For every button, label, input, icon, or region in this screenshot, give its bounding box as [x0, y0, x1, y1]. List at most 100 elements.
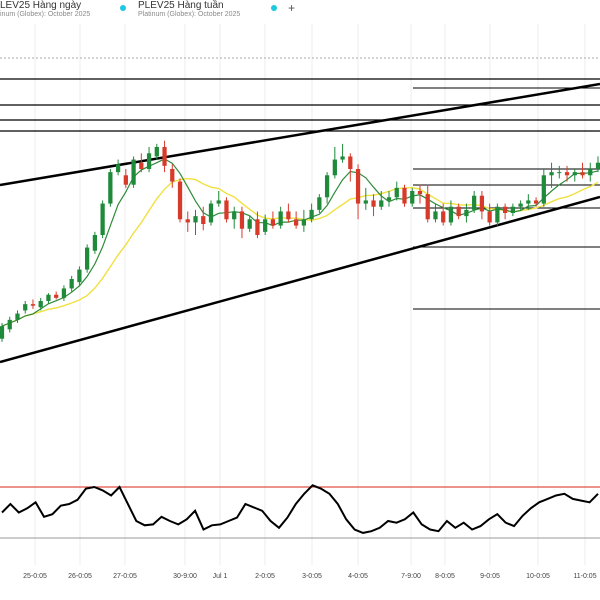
- candle-up: [154, 147, 159, 157]
- x-tick-label: 4-0:05: [348, 573, 368, 580]
- candle-down: [487, 211, 492, 223]
- add-symbol-icon[interactable]: +: [288, 1, 296, 15]
- candle-up: [85, 247, 90, 270]
- x-tick-label: 11-0:05: [573, 573, 596, 580]
- candle-up: [216, 200, 221, 204]
- candle-up: [301, 219, 306, 226]
- legend-weekly-title: PLEV25 Hàng tuần: [138, 0, 224, 11]
- candle-down: [185, 219, 190, 223]
- candle-up: [448, 206, 454, 223]
- candle-up: [324, 175, 330, 198]
- candle-up: [193, 216, 198, 223]
- x-axis-labels: 25-0:05 26-0:05 27-0:05 30-9:00 Jul 1 2-0:05 3…: [23, 573, 597, 580]
- candle-up: [526, 200, 531, 204]
- candle-up: [410, 191, 415, 204]
- upper-trendline: [0, 82, 600, 187]
- candle-up: [100, 203, 105, 235]
- candle-up: [146, 153, 152, 169]
- candle-up: [332, 159, 337, 176]
- candle-up: [549, 172, 554, 176]
- candle-up: [0, 326, 5, 339]
- candle-down: [533, 200, 539, 204]
- slow-moving-average: [1, 177, 599, 327]
- x-tick-label: Jul 1: [213, 573, 228, 580]
- candle-up: [541, 175, 546, 204]
- candle-down: [54, 294, 59, 298]
- candle-up: [46, 294, 51, 301]
- candle-up: [595, 162, 600, 169]
- candle-up: [317, 197, 322, 210]
- candle-up: [363, 200, 368, 204]
- candle-down: [425, 194, 430, 220]
- candle-down: [224, 200, 229, 220]
- candle-up: [379, 200, 384, 207]
- legend-daily-title: LEV25 Hàng ngày: [0, 0, 82, 11]
- fast-moving-average: [1, 158, 599, 327]
- horizontal-levels: [0, 78, 600, 310]
- candle-down: [355, 169, 361, 204]
- legend-daily-series[interactable]: LEV25 Hàng ngày inum (Globex): October 2…: [0, 0, 90, 18]
- candle-up: [386, 197, 392, 201]
- candle-down: [371, 200, 376, 207]
- candlesticks: [0, 140, 600, 342]
- x-tick-label: 8-0:05: [435, 573, 455, 580]
- candle-down: [255, 219, 260, 235]
- candle-up: [433, 211, 438, 220]
- oscillator-line: [1, 484, 599, 534]
- candle-up: [309, 209, 314, 220]
- candle-down: [456, 206, 461, 217]
- candle-up: [518, 203, 523, 207]
- oscillator-panel: [0, 484, 600, 539]
- candle-down: [294, 219, 299, 226]
- candle-down: [479, 195, 485, 212]
- candle-down: [417, 191, 423, 195]
- x-tick-label: 10-0:05: [526, 573, 550, 580]
- legend-extra-dot-icon: [271, 5, 277, 11]
- grid-lines: [34, 24, 586, 565]
- candle-down: [441, 211, 446, 223]
- candle-down: [286, 211, 291, 220]
- candle-up: [115, 164, 121, 173]
- candle-down: [580, 172, 585, 176]
- candle-down: [502, 206, 508, 213]
- legend-weekly-subtitle: Platinum (Globex): October 2025: [138, 11, 241, 18]
- legend-daily-subtitle: inum (Globex): October 2025: [0, 11, 91, 18]
- x-tick-label: 7-9:00: [401, 573, 421, 580]
- candle-up: [464, 209, 469, 217]
- candle-down: [30, 304, 36, 306]
- candle-up: [278, 211, 283, 226]
- candle-down: [201, 216, 206, 224]
- candle-down: [123, 175, 128, 185]
- candle-up: [340, 156, 345, 160]
- x-tick-label: 30-9:00: [173, 573, 197, 580]
- candle-up: [131, 159, 136, 185]
- candle-up: [15, 313, 20, 320]
- chart-legend: LEV25 Hàng ngày inum (Globex): October 2…: [0, 0, 600, 20]
- candle-up: [557, 172, 562, 174]
- x-tick-label: 26-0:05: [68, 573, 92, 580]
- candle-up: [394, 187, 399, 198]
- candle-up: [208, 203, 214, 223]
- candle-down: [402, 187, 407, 204]
- candle-up: [61, 288, 67, 298]
- candle-up: [495, 206, 500, 223]
- candle-up: [77, 269, 82, 283]
- candle-up: [572, 172, 577, 176]
- candle-up: [108, 172, 113, 204]
- candle-up: [510, 206, 515, 213]
- candle-up: [38, 301, 43, 308]
- candle-up: [247, 219, 252, 229]
- candle-down: [270, 219, 276, 226]
- legend-weekly-series[interactable]: PLEV25 Hàng tuần Platinum (Globex): Octo…: [138, 0, 240, 18]
- candle-down: [348, 156, 353, 169]
- candle-up: [232, 211, 237, 220]
- candle-up: [588, 169, 593, 176]
- x-tick-label: 27-0:05: [113, 573, 137, 580]
- candle-up: [92, 235, 98, 251]
- candle-up: [472, 195, 477, 210]
- lower-trendline: [0, 195, 600, 364]
- candle-down: [162, 147, 167, 166]
- legend-weekly-dot-icon: [120, 5, 126, 11]
- candle-up: [69, 279, 74, 289]
